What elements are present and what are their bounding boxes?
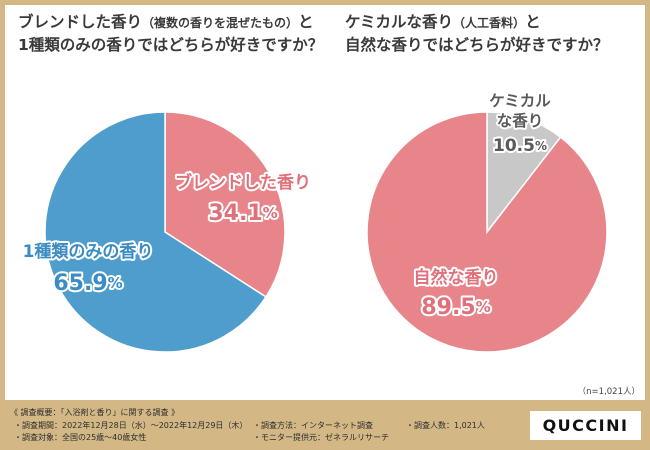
brand-logo: QUCCINI: [530, 411, 641, 440]
left-title-line-1: ブレンドした香り（複数の香りを混ぜたもの）と: [18, 11, 323, 34]
right-pie-slice-1: [486, 111, 562, 235]
survey-panel-provider: ・モニター提供元：ゼネラルリサーチ: [253, 433, 389, 442]
right-slice-1-label: な香り: [497, 112, 544, 130]
right-slice-1-value: 10.5%: [493, 136, 547, 156]
right-title-end: と: [525, 13, 541, 31]
left-title-end: と: [298, 13, 314, 31]
left-slice-1-value: 34.1%: [208, 201, 277, 226]
left-slice-1-label: ブレンドした香り: [175, 172, 311, 193]
left-title-main: ブレンドした香り: [18, 13, 143, 31]
right-title-main: ケミカルな香り: [345, 13, 454, 31]
survey-respondents: ・調査人数：1,021人: [406, 421, 485, 430]
right-title-line-1: ケミカルな香り（人工香料）と: [345, 11, 609, 34]
survey-method: ・調査方法：インターネット調査: [253, 421, 373, 430]
survey-target: ・調査対象：全国の25歳～40歳女性: [14, 433, 147, 442]
right-chart-title: ケミカルな香り（人工香料）と 自然な香りではどちらが好きですか？: [345, 11, 609, 56]
left-pie-slice-2: [44, 111, 267, 353]
right-slice-2-label: 自然な香り: [414, 267, 499, 288]
left-slice-2-label: 1種類のみの香り: [23, 241, 154, 262]
survey-heading: 《 調査概要：「入浴剤と香り」に関する調査 》: [10, 408, 180, 417]
right-title-line-2: 自然な香りではどちらが好きですか？: [345, 36, 609, 54]
pie-charts: ブレンドした香り 34.1% 1種類のみの香り 65.9% ケミカルな香り 10.5% 自然…: [21, 90, 608, 353]
right-slice-1-label: ケミカル: [489, 92, 551, 110]
left-title-note: （複数の香りを混ぜたもの）: [142, 16, 299, 30]
left-pie-chart: [44, 111, 286, 353]
right-title-note: （人工香料）: [453, 16, 526, 30]
survey-period: ・調査期間：2022年12月28日（水）～2022年12月29日（木）: [14, 421, 248, 430]
sample-size-label: （n=1,021人）: [577, 387, 640, 397]
right-slice-2-value: 89.5%: [421, 295, 490, 320]
left-chart-title: ブレンドした香り（複数の香りを混ぜたもの）と 1種類のみの香りではどちらが好きで…: [18, 11, 323, 56]
pie-labels: ブレンドした香り 34.1% 1種類のみの香り 65.9% ケミカルな香り 10.5% 自然…: [21, 90, 554, 322]
right-pie-slice-2: [366, 111, 608, 353]
right-pie-chart: [366, 111, 608, 353]
left-slice-2-value: 65.9%: [53, 271, 122, 296]
left-title-line-2: 1種類のみの香りではどちらが好きですか？: [18, 36, 324, 54]
